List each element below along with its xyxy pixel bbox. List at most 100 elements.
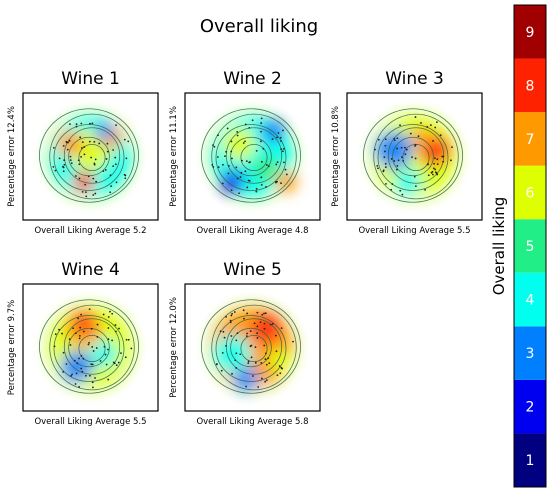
response-point — [62, 166, 65, 169]
response-point — [285, 173, 288, 176]
response-point — [390, 188, 393, 191]
response-point — [79, 136, 82, 139]
response-point — [400, 146, 403, 149]
response-point — [102, 170, 105, 173]
response-point — [391, 183, 394, 185]
response-point — [228, 164, 230, 167]
response-point — [441, 155, 444, 158]
response-point — [239, 176, 242, 178]
response-point — [439, 134, 442, 137]
plot-frame — [22, 92, 159, 221]
response-point — [225, 315, 227, 318]
response-point — [113, 362, 116, 365]
response-point — [230, 314, 233, 317]
response-point — [292, 340, 294, 343]
response-point — [414, 143, 417, 146]
response-point — [249, 345, 252, 348]
response-point — [235, 166, 238, 169]
response-point — [243, 317, 245, 320]
response-point — [80, 147, 83, 149]
contour-line — [230, 136, 272, 177]
response-point — [260, 130, 263, 133]
contour-line — [49, 113, 135, 200]
response-point — [424, 188, 426, 191]
colorbar-tick-label: 5 — [526, 239, 535, 255]
response-point — [414, 116, 417, 118]
response-point — [254, 361, 257, 364]
response-point — [68, 338, 71, 341]
response-point — [264, 358, 267, 361]
response-point — [87, 175, 90, 178]
response-point — [244, 140, 246, 143]
response-point — [236, 134, 239, 137]
response-point — [114, 156, 117, 159]
response-point — [229, 319, 232, 322]
response-point — [112, 165, 115, 167]
response-point — [395, 168, 398, 171]
response-point — [72, 327, 75, 330]
response-point — [78, 386, 81, 388]
response-point — [75, 125, 78, 128]
contour-line — [201, 299, 301, 394]
response-point — [384, 150, 386, 153]
response-point — [81, 141, 84, 144]
wine-panel: Wine 3 Overall Liking Average 5.5 Percenta… — [331, 69, 483, 236]
contour-line — [39, 299, 139, 394]
response-point — [396, 137, 399, 140]
response-point — [235, 367, 238, 369]
response-point — [420, 122, 422, 124]
response-point — [404, 153, 407, 156]
response-point — [283, 161, 285, 164]
contour-line — [240, 143, 268, 172]
response-point — [217, 166, 220, 168]
response-point — [124, 174, 127, 177]
response-point — [77, 159, 80, 162]
contour-line — [53, 124, 125, 191]
response-point — [271, 323, 274, 325]
response-point — [384, 162, 387, 165]
response-point — [111, 339, 114, 342]
response-point — [107, 316, 110, 318]
response-point — [80, 155, 82, 158]
response-point — [107, 327, 110, 329]
response-point — [393, 137, 396, 140]
response-point — [109, 310, 111, 313]
response-point — [414, 185, 417, 188]
y-axis-label: Percentage error 12.0% — [169, 297, 179, 398]
response-point — [279, 372, 282, 375]
contour-line — [63, 318, 121, 375]
response-point — [61, 332, 63, 335]
response-point — [220, 369, 223, 372]
response-point — [260, 361, 263, 364]
contour-line — [201, 108, 301, 203]
response-point — [109, 191, 112, 194]
wine-panel: Wine 1 Overall Liking Average 5.2 Percenta… — [7, 69, 159, 236]
response-point — [70, 162, 73, 165]
y-axis-label: Percentage error 10.8% — [331, 106, 341, 207]
contour-line — [392, 136, 434, 177]
response-point — [275, 350, 278, 353]
response-point — [79, 326, 82, 329]
wine-panel: Wine 2 Overall Liking Average 4.8 Percenta… — [169, 69, 321, 236]
response-point — [436, 163, 439, 166]
response-point — [93, 162, 96, 165]
response-point — [88, 140, 91, 143]
response-point — [104, 169, 107, 171]
y-axis-label: Percentage error 12.4% — [7, 106, 17, 207]
response-point — [251, 375, 254, 377]
response-point — [427, 174, 430, 177]
response-point — [393, 160, 396, 162]
response-point — [81, 370, 84, 373]
response-point — [246, 312, 249, 315]
response-point — [256, 325, 259, 328]
response-point — [241, 159, 243, 162]
response-point — [255, 187, 258, 190]
panel-title: Wine 1 — [61, 69, 120, 89]
response-point — [260, 122, 263, 124]
response-point — [125, 157, 128, 160]
response-point — [82, 357, 85, 360]
response-point — [265, 164, 268, 166]
contour-line — [363, 108, 463, 203]
response-point — [78, 337, 81, 340]
